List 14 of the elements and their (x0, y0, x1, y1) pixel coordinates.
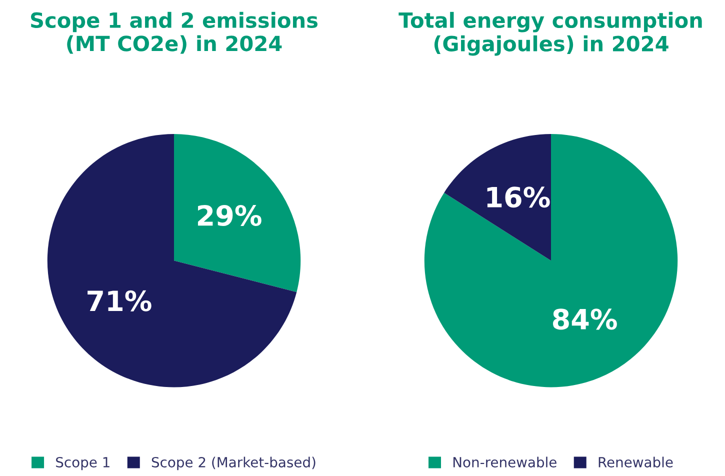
pie-slice (424, 134, 678, 388)
chart-title: Scope 1 and 2 emissions (MT CO2e) in 2024 (31, 12, 318, 54)
legend-label: Scope 2 (Market-based) (152, 456, 316, 470)
chart-title: Total energy consumption (Gigajoules) in 2024 (398, 12, 702, 56)
data-label: 29% (198, 204, 262, 226)
legend-label: Scope 1 (56, 456, 110, 470)
legend-label: Non-renewable (453, 456, 556, 468)
data-label: 16% (487, 186, 550, 208)
legend-label: Renewable (598, 456, 673, 468)
pie-slice (47, 134, 297, 388)
pie-slice (444, 134, 551, 261)
data-label: 84% (553, 308, 617, 330)
pie-slice (174, 134, 301, 292)
data-label: 71% (88, 290, 152, 312)
